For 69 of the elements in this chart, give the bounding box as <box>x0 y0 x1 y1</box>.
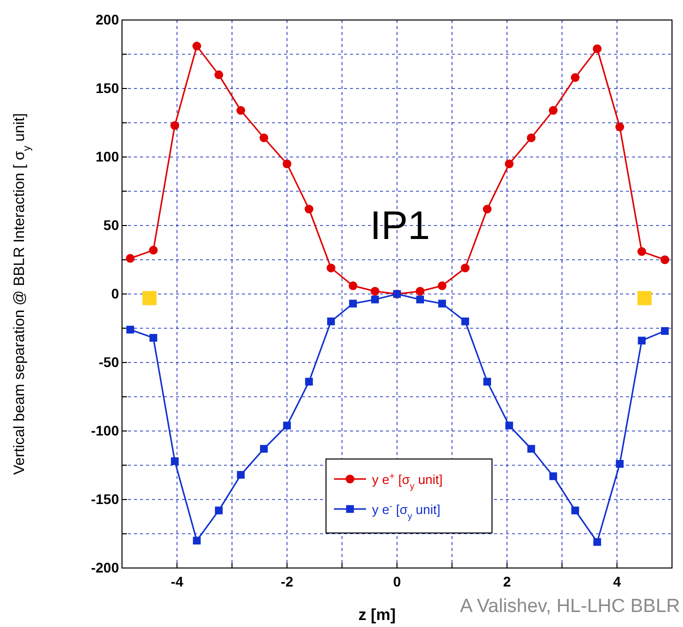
point <box>660 255 670 264</box>
x-tick-label: -2 <box>280 573 294 590</box>
y-tick-label: 100 <box>96 148 120 164</box>
point <box>571 506 580 514</box>
x-axis-title: z [m] <box>358 607 396 624</box>
point <box>483 378 492 386</box>
point <box>438 300 446 308</box>
point <box>349 300 357 308</box>
point <box>615 122 624 132</box>
point <box>260 444 268 453</box>
y-tick-label: 200 <box>96 11 120 28</box>
point <box>504 159 514 168</box>
point <box>192 42 202 50</box>
point <box>526 133 536 142</box>
point <box>638 336 646 344</box>
legend-label: y e$^{+}$ [σ$_{y}$ unit] <box>372 471 443 491</box>
point <box>283 422 291 430</box>
point <box>549 472 558 480</box>
point <box>148 246 158 255</box>
legend-label: y e$^{-}$ [σ$_{y}$ unit] <box>372 501 440 521</box>
point <box>637 291 652 306</box>
point <box>527 444 536 453</box>
point <box>305 378 313 386</box>
point <box>170 121 180 130</box>
point <box>126 254 135 263</box>
y-tick-label: 150 <box>96 80 120 96</box>
point <box>460 264 470 272</box>
point <box>370 286 380 296</box>
y-tick-label: 0 <box>111 285 120 302</box>
point <box>548 106 558 115</box>
text: A Valishev, HL-LHC BBLR <box>460 596 680 617</box>
point <box>482 204 492 214</box>
point <box>616 460 624 468</box>
point <box>327 318 335 326</box>
point <box>236 470 245 479</box>
point <box>348 281 358 290</box>
point <box>260 133 268 142</box>
point <box>371 296 379 304</box>
y-tick-label: -50 <box>98 354 120 370</box>
point <box>570 73 580 82</box>
x-tick-label: -4 <box>170 573 184 590</box>
y-tick-label: -100 <box>90 422 120 438</box>
point <box>192 536 201 544</box>
y-tick-label: -150 <box>90 490 120 507</box>
point <box>149 334 158 342</box>
point <box>592 44 602 54</box>
point <box>461 318 470 326</box>
point <box>214 70 224 80</box>
point <box>282 159 292 168</box>
point <box>304 204 314 214</box>
annotation: IP1 <box>370 204 430 248</box>
point <box>505 422 514 430</box>
x-tick-label: 2 <box>503 573 512 590</box>
x-tick-label: 0 <box>393 573 402 590</box>
point <box>326 264 336 272</box>
point <box>438 281 446 290</box>
y-tick-label: 50 <box>103 216 120 233</box>
point <box>214 506 223 514</box>
point <box>637 247 646 256</box>
point <box>236 106 246 115</box>
point <box>126 326 134 334</box>
x-tick-label: 4 <box>613 573 622 590</box>
y-tick-label: -200 <box>90 559 120 576</box>
point <box>416 296 424 304</box>
point <box>593 538 602 546</box>
point <box>416 286 424 296</box>
point <box>142 291 157 306</box>
point <box>170 457 179 466</box>
point <box>660 327 669 335</box>
